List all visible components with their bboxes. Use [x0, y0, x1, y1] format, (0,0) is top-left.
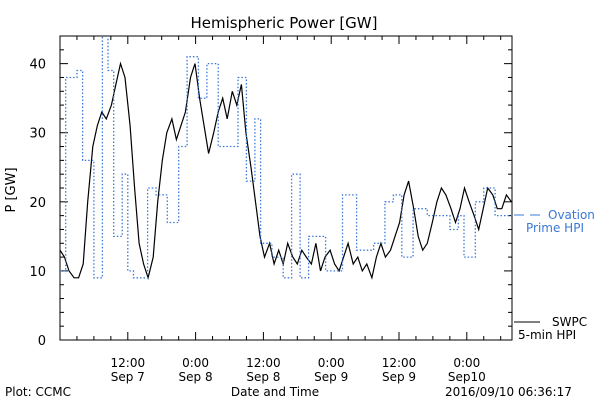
y-tick-label: 20 [29, 196, 46, 211]
plot-frame [59, 35, 513, 341]
legend-swpc-label: SWPC [552, 315, 587, 329]
x-tick-label-time: 12:00 [382, 356, 417, 370]
chart-title: Hemispheric Power [GW] [191, 14, 378, 32]
x-tick-label-date: Sep 7 [111, 370, 145, 384]
y-tick-label: 30 [29, 127, 46, 142]
legend-ovation-label-2: Prime HPI [526, 221, 584, 235]
x-tick-label-date: Sep 9 [314, 370, 348, 384]
x-tick-label-time: 0:00 [318, 356, 345, 370]
x-tick-label-time: 12:00 [111, 356, 146, 370]
x-tick-label-time: 0:00 [182, 356, 209, 370]
y-tick-label: 10 [29, 265, 46, 280]
x-tick-label-time: 12:00 [246, 356, 281, 370]
x-tick-label-date: Sep 8 [246, 370, 280, 384]
x-tick-label-date: Sep10 [448, 370, 486, 384]
x-tick-label-date: Sep 8 [179, 370, 213, 384]
x-tick-label-time: 0:00 [453, 356, 480, 370]
y-tick-label: 40 [29, 58, 46, 73]
x-axis-label: Date and Time [231, 385, 319, 399]
y-axis-label: P [GW] [4, 167, 19, 212]
legend-ovation-label: Ovation [548, 208, 595, 222]
legend-swpc-label-2: 5-min HPI [518, 328, 576, 342]
footer-credit: Plot: CCMC [5, 385, 71, 399]
x-tick-label-date: Sep 9 [382, 370, 416, 384]
series-line-ovation [60, 36, 512, 279]
footer-timestamp: 2016/09/10 06:36:17 [445, 385, 572, 399]
y-axis-ticks: 0 10 20 30 40 [29, 35, 512, 349]
series-line-swpc [60, 61, 512, 280]
y-tick-label: 0 [38, 334, 46, 349]
series-layer [60, 36, 512, 280]
